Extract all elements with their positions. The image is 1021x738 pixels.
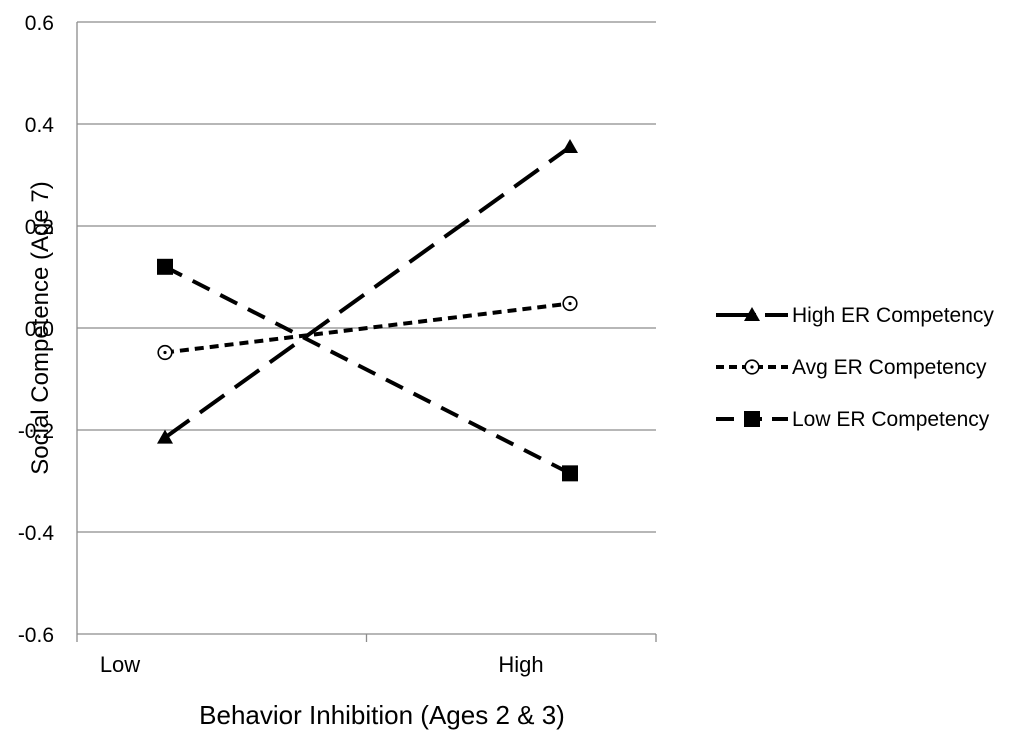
y-tick-label: -0.4 xyxy=(18,522,55,545)
square-marker xyxy=(157,258,173,275)
legend-item: Low ER Competency xyxy=(716,408,990,431)
series-line xyxy=(164,265,571,476)
y-tick-label: -0.2 xyxy=(18,420,54,443)
legend-label: Avg ER Competency xyxy=(792,356,987,379)
triangle-marker xyxy=(744,307,760,321)
grid xyxy=(77,21,656,533)
y-tick-label: -0.6 xyxy=(18,624,54,647)
x-tick-label: Low xyxy=(100,652,140,677)
legend: High ER Competency Avg ER Competency Low E… xyxy=(716,304,994,431)
x-axis-title: Behavior Inhibition (Ages 2 & 3) xyxy=(199,700,565,730)
series xyxy=(157,138,578,482)
series-avg-er-competency xyxy=(157,295,578,361)
triangle-marker xyxy=(562,138,578,153)
square-marker xyxy=(744,411,760,427)
series-low-er-competency xyxy=(157,258,578,482)
series-line xyxy=(164,301,571,355)
legend-label: Low ER Competency xyxy=(792,408,990,431)
legend-item: Avg ER Competency xyxy=(716,356,987,379)
axes: -0.6 -0.4 -0.2 0.0 0.2 0.4 0.6 Low High xyxy=(18,12,657,677)
circle-dot xyxy=(568,301,572,306)
triangle-marker xyxy=(157,429,173,444)
x-tick-label: High xyxy=(498,652,543,677)
y-tick-label: 0.2 xyxy=(25,216,54,239)
circle-dot xyxy=(750,365,754,369)
circle-dot xyxy=(163,350,167,355)
y-tick-label: 0.4 xyxy=(25,114,55,137)
square-marker xyxy=(562,465,578,482)
y-tick-label: 0.6 xyxy=(25,12,54,35)
series-line xyxy=(163,145,572,440)
y-tick-label: 0.0 xyxy=(25,318,54,341)
y-axis-title: Social Competence (Age 7) xyxy=(27,181,54,474)
legend-label: High ER Competency xyxy=(792,304,994,327)
series-high-er-competency xyxy=(157,138,578,444)
legend-item: High ER Competency xyxy=(716,304,994,327)
